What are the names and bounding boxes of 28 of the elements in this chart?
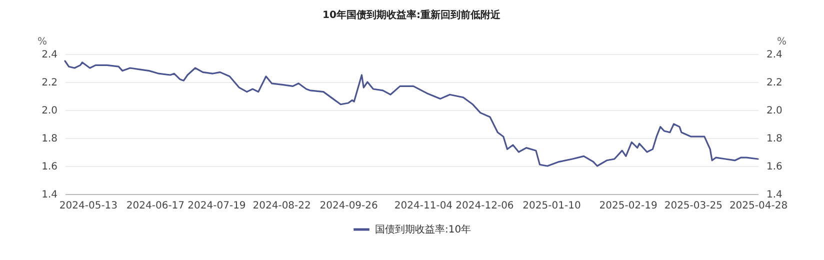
y-tick-label: 1.6 [42, 162, 58, 172]
y2-tick-label: 1.4 [766, 190, 782, 200]
x-tick-label: 2025-03-25 [664, 200, 722, 212]
legend-label: 国债到期收益率:10年 [375, 224, 472, 236]
x-tick-label: 2025-02-19 [599, 200, 658, 212]
y-tick-label: 2.0 [42, 106, 58, 116]
y-tick-label: 1.4 [42, 190, 58, 200]
x-tick-label: 2025-04-28 [729, 200, 788, 212]
y2-axis-title: % [776, 36, 786, 48]
y-tick-label: 1.8 [42, 134, 58, 144]
y2-tick-label: 2.2 [766, 78, 782, 88]
x-tick-label: 2024-05-13 [59, 200, 118, 212]
x-tick-label: 2024-12-06 [456, 200, 514, 212]
y2-tick-label: 2.4 [766, 50, 782, 60]
line-series [64, 60, 759, 167]
y-axis-title: % [38, 36, 48, 48]
chart-title: 10年国债到期收益率:重新回到前低附近 [322, 9, 502, 21]
y2-tick-label: 2.0 [766, 106, 782, 116]
x-tick-label: 2024-06-17 [126, 200, 185, 212]
y2-tick-label: 1.6 [766, 162, 782, 172]
x-tick-label: 2024-08-22 [252, 200, 311, 212]
x-tick-label: 2025-01-10 [522, 200, 581, 212]
x-tick-label: 2024-07-19 [188, 200, 246, 212]
y-tick-label: 2.2 [42, 78, 58, 88]
x-tick-label: 2024-11-04 [394, 200, 453, 212]
y-tick-label: 2.4 [42, 50, 58, 60]
x-tick-label: 2024-09-26 [320, 200, 378, 212]
y2-tick-label: 1.8 [766, 134, 782, 144]
